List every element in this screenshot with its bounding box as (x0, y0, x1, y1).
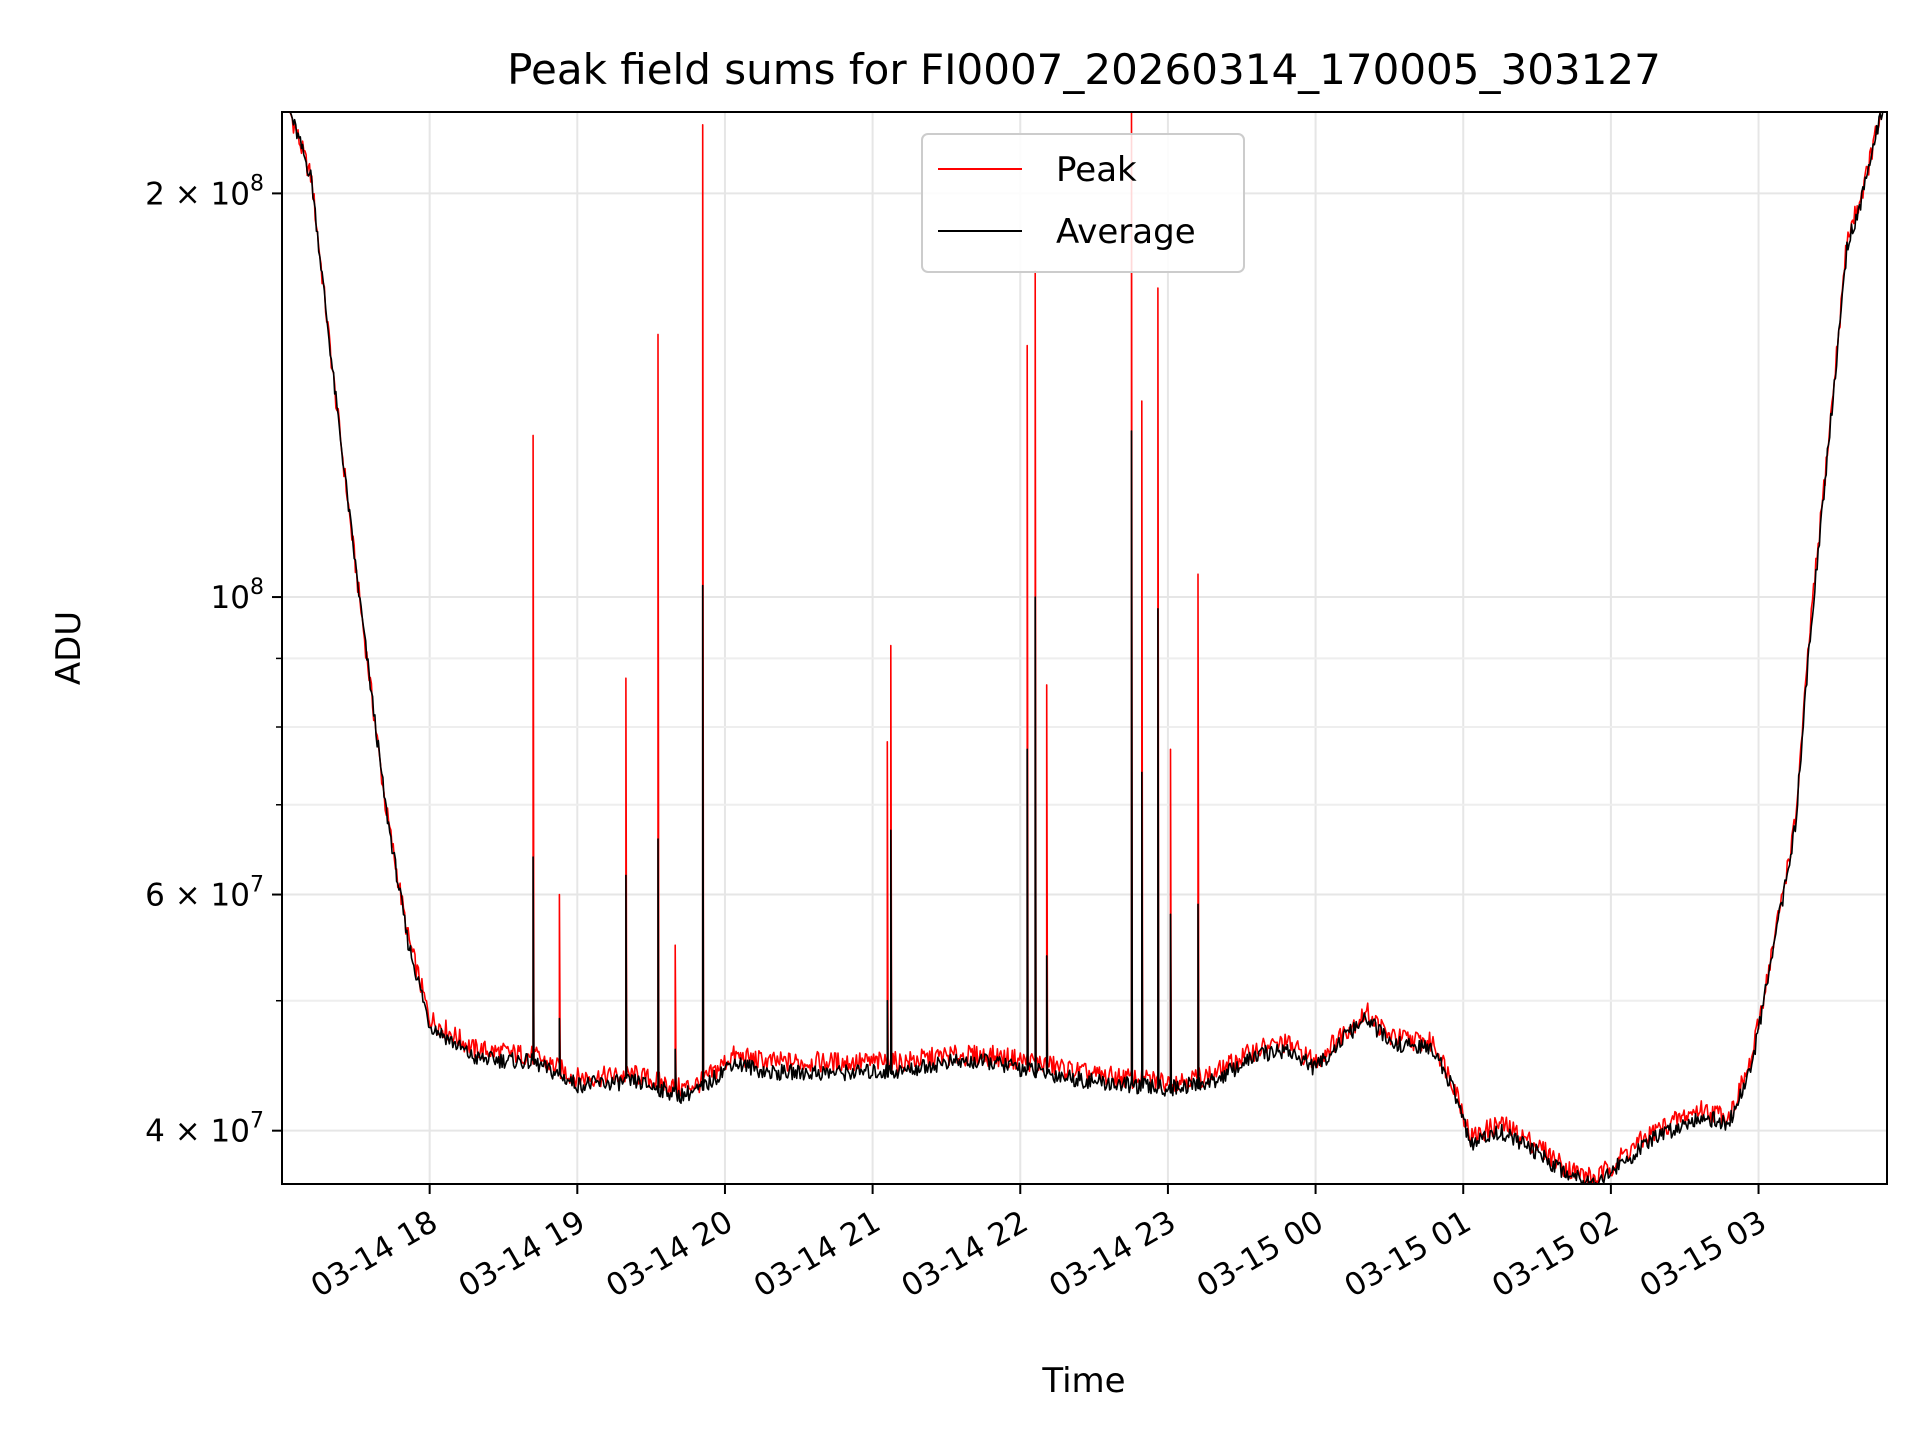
chart-title: Peak field sums for FI0007_20260314_1700… (507, 45, 1661, 94)
y-tick-label-base: 10 (211, 580, 250, 616)
plot-area (289, 112, 1884, 1184)
y-tick-label: 108 (211, 575, 264, 616)
y-tick-label: 2 × 108 (145, 171, 264, 212)
series-line-average (289, 112, 1884, 1184)
y-tick-label-exponent: 7 (250, 873, 264, 898)
y-tick-label-exponent: 8 (250, 171, 264, 196)
y-tick-label-base: 6 × 10 (145, 878, 250, 914)
y-tick-label: 6 × 107 (145, 873, 264, 914)
y-tick-label-base: 4 × 10 (145, 1114, 250, 1150)
y-tick-label-exponent: 7 (250, 1109, 264, 1134)
plot-frame (281, 111, 1888, 1185)
series-line-peak (289, 112, 1881, 1184)
y-tick-label: 4 × 107 (145, 1109, 264, 1150)
legend-label-average: Average (1056, 212, 1196, 252)
legend: Peak Average (921, 133, 1245, 273)
x-axis-label: Time (1041, 1361, 1125, 1401)
legend-label-peak: Peak (1056, 150, 1137, 190)
y-tick-label-exponent: 8 (250, 575, 264, 600)
y-axis-label: ADU (49, 611, 89, 685)
y-tick-label-base: 2 × 10 (145, 176, 250, 212)
